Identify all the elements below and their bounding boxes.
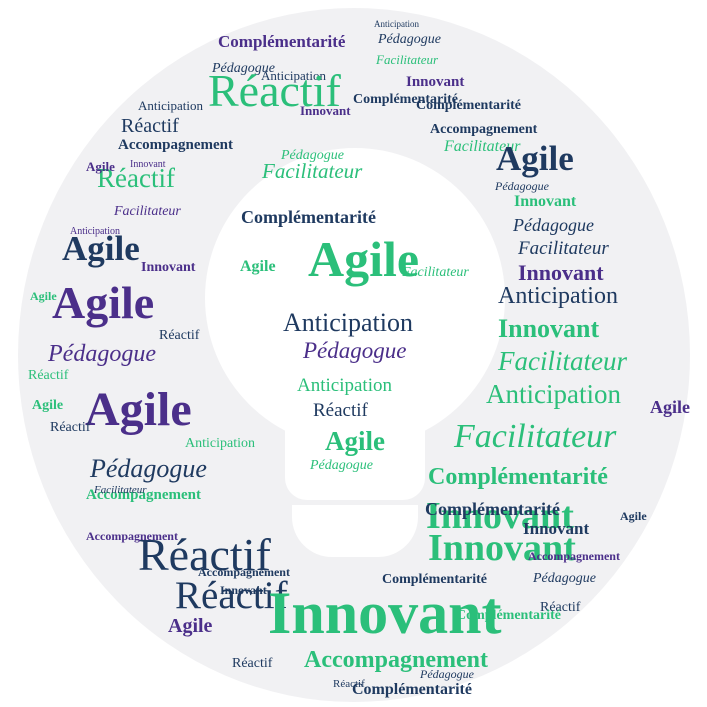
cloud-word: Agile <box>496 139 574 179</box>
cloud-word: Complémentarité <box>428 464 608 491</box>
cloud-word: Réactif <box>333 677 365 690</box>
cloud-word: Agile <box>86 159 115 175</box>
cloud-word: Réactif <box>159 327 200 343</box>
cloud-word: Agile <box>240 257 276 275</box>
cloud-word: Réactif <box>208 65 341 117</box>
cloud-word: Innovant <box>300 103 351 119</box>
cloud-word: Accompagnement <box>86 529 178 544</box>
cloud-word: Anticipation <box>138 98 203 114</box>
cloud-word: Complémentarité <box>382 571 487 587</box>
cloud-word: Réactif <box>540 599 581 615</box>
cloud-word: Agile <box>620 509 647 524</box>
lightbulb-neck-shape <box>285 410 425 500</box>
cloud-word: Innovant <box>130 158 166 170</box>
cloud-word: Réactif <box>121 114 179 137</box>
cloud-word: Facilitateur <box>376 52 439 68</box>
cloud-word: Accompagnement <box>118 136 233 153</box>
cloud-word: Pédagogue <box>378 31 441 47</box>
cloud-word: Complémentarité <box>425 499 560 520</box>
cloud-word: Anticipation <box>297 375 392 397</box>
cloud-word: Agile <box>32 397 64 413</box>
cloud-word: Agile <box>308 231 420 287</box>
cloud-word: Innovant <box>268 579 502 646</box>
cloud-word: Innovant <box>406 73 465 90</box>
cloud-word: Agile <box>168 614 213 637</box>
cloud-word: Innovant <box>514 192 577 210</box>
cloud-word: Anticipation <box>261 68 326 84</box>
cloud-word: Pédagogue <box>90 453 207 483</box>
cloud-word: Agile <box>62 229 140 269</box>
cloud-word: Accompagnement <box>430 121 538 137</box>
cloud-word: Accompagnement <box>528 549 620 564</box>
cloud-word: Complémentarité <box>456 607 561 623</box>
cloud-word: Complémentarité <box>241 207 376 228</box>
cloud-word: Facilitateur <box>444 137 521 155</box>
cloud-word: Pédagogue <box>420 667 474 682</box>
cloud-word: Agile <box>85 382 192 436</box>
cloud-word: Innovant <box>428 526 576 569</box>
cloud-word: Facilitateur <box>402 264 469 280</box>
cloud-word: Réactif <box>28 367 69 383</box>
cloud-word: Facilitateur <box>498 345 627 376</box>
cloud-word: Anticipation <box>185 435 255 451</box>
cloud-word: Innovant <box>220 583 267 598</box>
cloud-word: Pédagogue <box>533 570 596 586</box>
cloud-word: Facilitateur <box>518 238 609 260</box>
lightbulb-base-shape <box>292 505 418 557</box>
cloud-word: Agile <box>52 277 155 329</box>
cloud-word: Innovant <box>426 494 574 537</box>
cloud-word: Réactif <box>97 162 175 193</box>
cloud-word: Innovant <box>141 259 196 275</box>
cloud-word: Agile <box>650 397 690 418</box>
cloud-word: Pédagogue <box>310 457 373 473</box>
cloud-word: Agile <box>325 425 385 456</box>
cloud-word: Accompagnement <box>198 565 290 580</box>
cloud-word: Pédagogue <box>513 215 594 236</box>
cloud-word: Innovant <box>498 313 600 343</box>
cloud-word: Anticipation <box>70 225 120 237</box>
cloud-word: Pédagogue <box>281 147 344 163</box>
cloud-word: Innovant <box>523 519 590 539</box>
cloud-word: Anticipation <box>374 18 419 29</box>
cloud-word: Anticipation <box>486 378 621 409</box>
cloud-word: Accompagnement <box>304 647 488 674</box>
lightbulb-glass-shape <box>205 148 505 448</box>
cloud-word: Réactif <box>50 419 91 435</box>
cloud-word: Facilitateur <box>454 418 617 456</box>
cloud-word: Innovant <box>518 259 604 285</box>
cloud-word: Réactif <box>232 655 273 671</box>
cloud-word: Anticipation <box>498 283 618 310</box>
cloud-word: Pédagogue <box>212 60 275 76</box>
cloud-word: Complémentarité <box>416 97 521 113</box>
cloud-word: Facilitateur <box>94 483 147 496</box>
cloud-word: Facilitateur <box>114 203 181 219</box>
cloud-word: Pédagogue <box>48 341 156 368</box>
cloud-word: Agile <box>30 289 57 304</box>
cloud-word: Anticipation <box>283 307 413 337</box>
cloud-word: Complémentarité <box>353 91 458 107</box>
cloud-word: Pédagogue <box>303 338 407 364</box>
cloud-word: Facilitateur <box>262 158 363 183</box>
cloud-word: Réactif <box>313 400 368 422</box>
cloud-word: Réactif <box>138 529 271 581</box>
cloud-word: Complémentarité <box>352 680 472 698</box>
cloud-word: Réactif <box>175 574 288 618</box>
cloud-word: Pédagogue <box>495 179 549 194</box>
cloud-word: Complémentarité <box>218 32 346 52</box>
cloud-word: Accompagnement <box>86 486 201 503</box>
